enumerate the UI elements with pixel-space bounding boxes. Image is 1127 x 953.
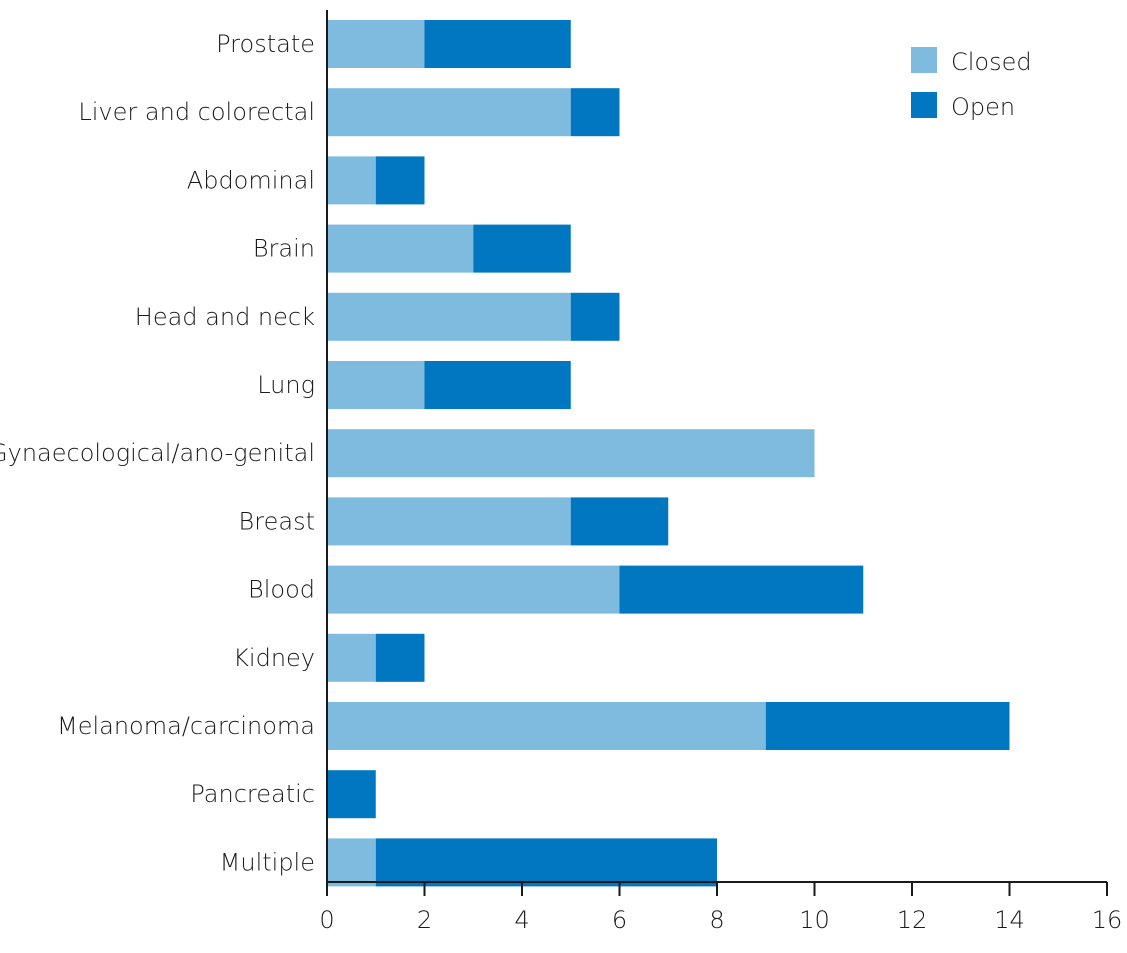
x-tick-label: 6 bbox=[612, 906, 627, 934]
bar-blood-open bbox=[619, 565, 864, 614]
bar-brain-closed bbox=[327, 224, 474, 273]
category-label: Multiple bbox=[220, 848, 315, 876]
bar-blood-closed bbox=[327, 565, 620, 614]
bar-melanoma-carcinoma-closed bbox=[327, 702, 766, 750]
x-tick-label: 16 bbox=[1092, 906, 1123, 934]
category-label: Prostate bbox=[216, 30, 315, 58]
bar-lung-closed bbox=[327, 361, 425, 409]
bar-melanoma-carcinoma-open bbox=[765, 702, 1010, 750]
bar-head-and-neck-closed bbox=[327, 292, 571, 341]
bar-liver-and-colorectal-closed bbox=[327, 88, 571, 137]
category-labels: Prostate Liver and colorectal Abdominal Bra… bbox=[0, 30, 315, 876]
bar-liver-and-colorectal-open bbox=[570, 88, 620, 137]
category-label: Brain bbox=[253, 235, 315, 263]
category-label: Blood bbox=[248, 576, 315, 604]
x-tick-label: 10 bbox=[799, 906, 830, 934]
bar-lung-open bbox=[424, 361, 571, 409]
legend-label-closed: Closed bbox=[951, 48, 1032, 76]
bars-group bbox=[327, 20, 1010, 887]
category-label: Gynaecological/ano-genital bbox=[0, 439, 315, 467]
bar-abdominal-closed bbox=[327, 156, 376, 205]
bar-brain-open bbox=[473, 224, 571, 273]
bar-breast-open bbox=[570, 497, 669, 546]
bar-multiple-closed bbox=[327, 838, 376, 887]
category-label: Kidney bbox=[233, 644, 315, 672]
legend-swatch-open bbox=[911, 92, 937, 118]
category-label: Abdominal bbox=[187, 166, 315, 194]
category-label: Head and neck bbox=[135, 303, 315, 331]
x-axis-ticks: 0 2 4 6 8 10 12 14 16 bbox=[319, 882, 1122, 934]
x-tick-label: 8 bbox=[709, 906, 724, 934]
category-label: Breast bbox=[239, 507, 315, 535]
legend-label-open: Open bbox=[951, 93, 1015, 121]
category-label: Lung bbox=[257, 371, 315, 399]
legend-swatch-closed bbox=[911, 47, 937, 73]
bar-prostate-closed bbox=[327, 20, 425, 68]
bar-multiple-open bbox=[375, 838, 717, 887]
bar-head-and-neck-open bbox=[570, 292, 620, 341]
category-label: Liver and colorectal bbox=[78, 98, 315, 126]
bar-breast-closed bbox=[327, 497, 571, 546]
bar-gynaecological-ano-genital-closed bbox=[327, 429, 815, 478]
legend: Closed Open bbox=[911, 47, 1032, 121]
x-tick-label: 2 bbox=[417, 906, 432, 934]
category-label: Melanoma/carcinoma bbox=[57, 712, 315, 740]
x-tick-label: 12 bbox=[897, 906, 928, 934]
x-tick-label: 0 bbox=[319, 906, 334, 934]
bar-prostate-open bbox=[424, 20, 571, 68]
bar-kidney-open bbox=[375, 633, 425, 682]
bar-abdominal-open bbox=[375, 156, 425, 205]
category-label: Pancreatic bbox=[190, 780, 315, 808]
bar-pancreatic-open bbox=[327, 770, 376, 819]
bar-kidney-closed bbox=[327, 633, 376, 682]
x-tick-label: 4 bbox=[514, 906, 529, 934]
x-tick-label: 14 bbox=[994, 906, 1025, 934]
